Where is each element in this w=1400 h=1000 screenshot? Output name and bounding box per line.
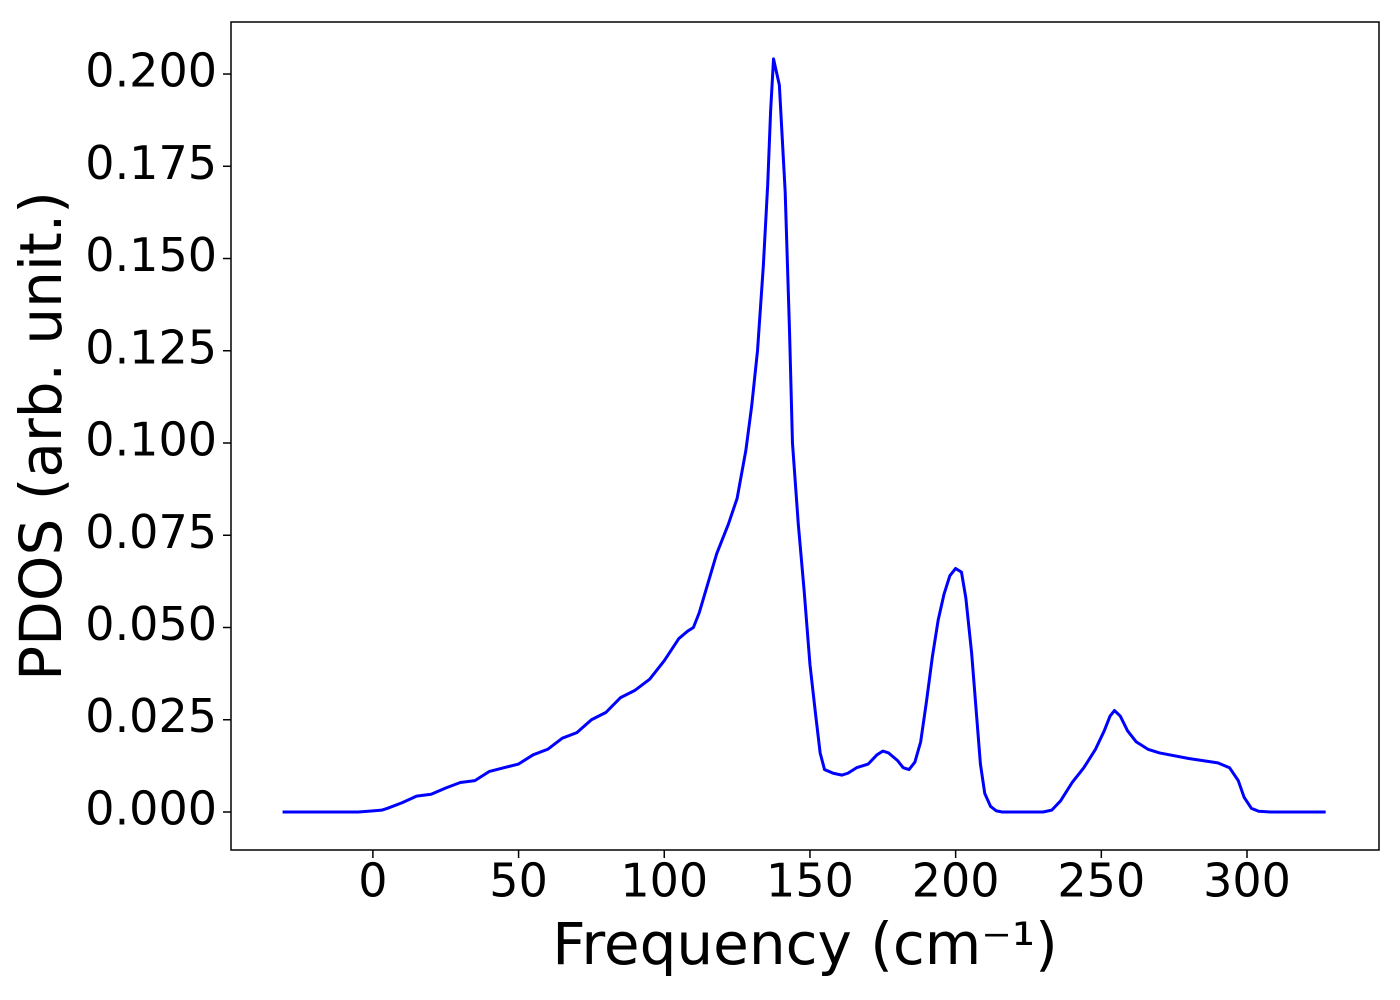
y-tick-label: 0.075 — [85, 505, 217, 559]
y-tick-label: 0.175 — [85, 136, 217, 190]
y-axis-label: PDOS (arb. unit.) — [7, 191, 75, 681]
x-tick-label: 50 — [489, 854, 548, 908]
x-tick-label: 150 — [766, 854, 854, 908]
y-tick-label: 0.150 — [85, 228, 217, 282]
x-axis-label: Frequency (cm⁻¹) — [552, 910, 1058, 978]
y-tick-label: 0.125 — [85, 320, 217, 374]
data-line — [282, 57, 1326, 814]
x-tick-label: 0 — [358, 854, 387, 908]
x-tick-label: 200 — [912, 854, 1000, 908]
y-tick-label: 0.100 — [85, 413, 217, 467]
x-tick-label: 100 — [620, 854, 708, 908]
y-tick-label: 0.050 — [85, 597, 217, 651]
y-tick-label: 0.025 — [85, 689, 217, 743]
x-tick-label: 250 — [1057, 854, 1145, 908]
y-tick-label: 0.200 — [85, 44, 217, 98]
y-tick-label: 0.000 — [85, 781, 217, 835]
axes-frame — [230, 21, 1380, 851]
x-tick-label: 300 — [1203, 854, 1291, 908]
